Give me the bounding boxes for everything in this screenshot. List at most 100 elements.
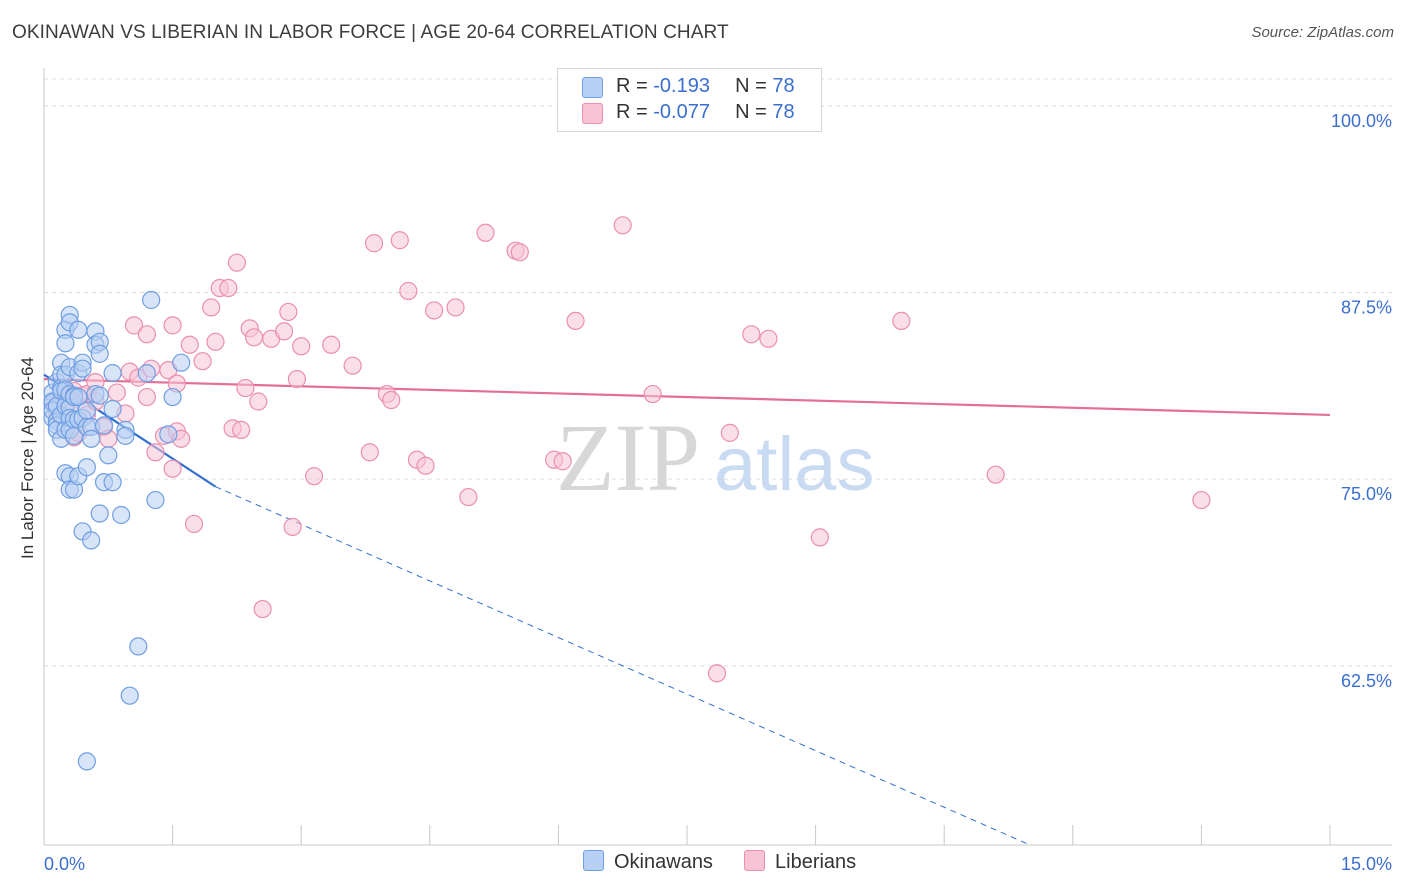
tick-labels: 62.5% 75.0% 87.5% 100.0% 0.0% 15.0% [44, 111, 1392, 874]
legend-swatch-blue [583, 850, 604, 871]
okinawan-point [94, 416, 114, 435]
liberian-point [382, 390, 401, 410]
legend-r-label: R = [616, 101, 654, 123]
legend-n-value: 78 [772, 101, 795, 123]
liberian-point [424, 301, 444, 320]
y-axis-label: In Labor Force | Age 20-64 [18, 357, 37, 559]
liberian-point [566, 311, 585, 330]
x-tick-label: 15.0% [1341, 854, 1392, 874]
liberian-trend-line [43, 378, 1331, 417]
okinawan-point [73, 359, 92, 378]
liberian-point [416, 456, 435, 475]
okinawan-point [142, 290, 161, 310]
y-tick-label: 87.5% [1341, 298, 1392, 318]
liberian-point [253, 599, 272, 619]
liberian-point [244, 328, 264, 347]
okinawan-point [129, 637, 148, 656]
liberian-point [107, 383, 126, 402]
liberian-point [720, 423, 739, 442]
x-tick-label: 0.0% [44, 854, 85, 874]
liberian-point [193, 352, 212, 371]
okinawan-point [77, 752, 96, 771]
liberian-point [249, 392, 268, 411]
okinawan-point [82, 531, 101, 550]
watermark: ZIP atlas [556, 404, 875, 511]
liberian-point [390, 231, 409, 250]
watermark-atlas: atlas [714, 422, 875, 507]
okinawan-point [172, 353, 191, 372]
liberian-point [184, 514, 204, 534]
legend-n-label: N = [735, 75, 773, 97]
liberian-point [279, 302, 298, 322]
liberian-point [146, 443, 165, 462]
liberian-point [227, 253, 246, 272]
data-points [43, 216, 1211, 771]
liberian-point [219, 278, 238, 298]
liberian-point [304, 467, 324, 486]
okinawan-point [69, 387, 88, 407]
okinawan-point [137, 364, 156, 383]
liberian-point [459, 487, 478, 507]
liberian-point [810, 528, 829, 547]
liberian-point [292, 337, 311, 356]
legend-swatch-pink [744, 850, 765, 871]
y-tick-label: 100.0% [1331, 111, 1392, 131]
okinawan-trend-extension [215, 486, 1031, 846]
legend-r-label: R = [616, 75, 654, 97]
liberian-point [287, 370, 307, 389]
liberian-point [399, 281, 418, 301]
okinawan-point [103, 473, 122, 492]
liberian-point [553, 452, 572, 471]
source-credit: Source: ZipAtlas.com [1251, 24, 1394, 41]
gridlines [44, 78, 1392, 667]
liberian-point [180, 335, 199, 354]
liberian-point [236, 378, 255, 398]
liberian-point [206, 332, 225, 351]
okinawan-point [99, 446, 118, 465]
chart-title: OKINAWAN VS LIBERIAN IN LABOR FORCE | AG… [12, 22, 729, 43]
y-tick-label: 75.0% [1341, 484, 1392, 504]
legend-swatch-blue [582, 77, 603, 98]
liberian-point [232, 420, 251, 439]
y-tick-label: 62.5% [1341, 671, 1392, 691]
okinawan-point [116, 426, 135, 445]
okinawan-point [82, 429, 101, 448]
okinawan-point [120, 686, 139, 705]
okinawan-point [90, 386, 109, 405]
okinawan-point [112, 505, 131, 525]
liberian-point [364, 234, 384, 253]
liberian-point [986, 465, 1005, 484]
okinawan-point [103, 364, 122, 383]
liberian-point [742, 325, 761, 344]
okinawan-point [69, 320, 88, 339]
liberian-point [892, 311, 911, 330]
liberian-point [202, 298, 221, 317]
legend-r-value: -0.193 [653, 75, 710, 97]
legend-n-value: 78 [772, 75, 795, 97]
liberian-point [124, 316, 144, 335]
axes [43, 68, 1392, 846]
liberian-point [283, 517, 302, 537]
okinawan-point [146, 490, 165, 510]
bottom-legend-okinawans: Okinawans [583, 850, 713, 874]
liberian-point [1192, 490, 1211, 510]
okinawan-point [77, 401, 96, 420]
liberian-point [274, 322, 294, 341]
liberian-point [137, 387, 156, 407]
legend: R = -0.193 N = 78 R = -0.077 N = 78 [557, 68, 822, 132]
liberian-point [343, 356, 362, 375]
legend-n-label: N = [735, 101, 773, 123]
okinawan-point [103, 399, 122, 419]
liberian-point [446, 298, 465, 317]
legend-swatch-pink [582, 103, 603, 124]
okinawan-point [159, 425, 178, 444]
liberian-point [360, 443, 379, 462]
watermark-zip: ZIP [556, 404, 700, 511]
okinawan-point [56, 334, 75, 353]
bottom-legend-liberians: Liberians [744, 850, 856, 874]
liberian-point [163, 459, 182, 478]
liberian-point [163, 316, 182, 335]
okinawan-point [163, 387, 182, 407]
liberian-point [137, 325, 156, 344]
liberian-point [613, 216, 632, 235]
